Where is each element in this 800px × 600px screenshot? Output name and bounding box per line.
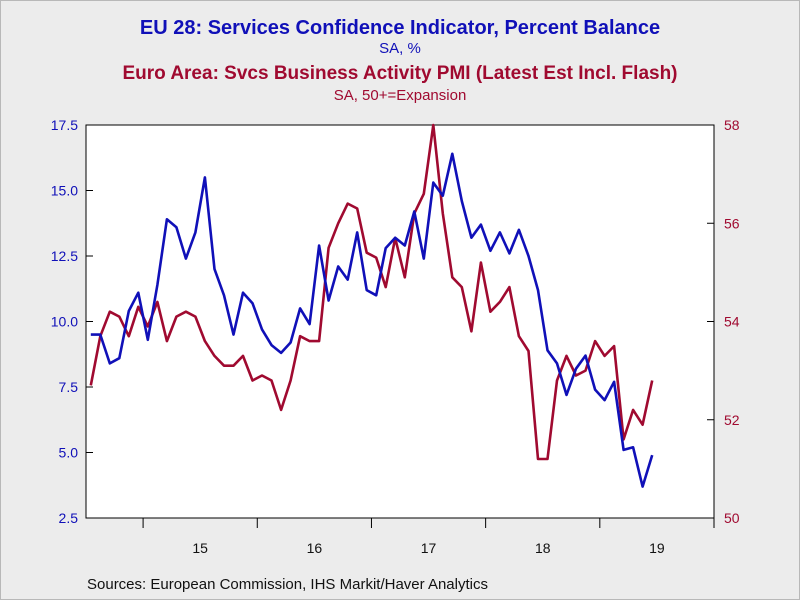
left-axis-tick-label: 2.5: [59, 510, 79, 526]
left-axis-series-subtitle: SA, %: [379, 40, 421, 57]
plot-area: [85, 124, 715, 519]
left-axis-tick-label: 10.0: [51, 314, 78, 330]
x-tick-label: 19: [649, 540, 665, 556]
left-axis-tick-label: 15.0: [51, 183, 78, 199]
confidence-series-line: [90, 152, 654, 488]
right-axis-tick-label: 58: [724, 117, 740, 133]
pmi-series-line: [89, 123, 654, 461]
right-axis-series-title: Euro Area: Svcs Business Activity PMI (L…: [122, 63, 678, 84]
right-axis-tick-label: 56: [724, 215, 740, 231]
left-axis-tick-label: 5.0: [59, 445, 79, 461]
x-tick-label: 17: [421, 540, 437, 556]
source-note: Sources: European Commission, IHS Markit…: [87, 576, 488, 593]
x-tick-label: 15: [192, 540, 208, 556]
right-axis-tick-label: 52: [724, 412, 740, 428]
right-axis-tick-label: 54: [724, 314, 740, 330]
right-axis-series-subtitle: SA, 50+=Expansion: [333, 87, 467, 104]
x-tick-label: 16: [307, 540, 323, 556]
left-axis-tick-label: 17.5: [51, 117, 78, 133]
left-axis-series-title: EU 28: Services Confidence Indicator, Pe…: [139, 17, 661, 39]
left-axis-tick-label: 12.5: [51, 248, 78, 264]
right-axis-tick-label: 50: [724, 510, 740, 526]
left-axis-tick-label: 7.5: [59, 379, 79, 395]
x-tick-label: 18: [535, 540, 551, 556]
